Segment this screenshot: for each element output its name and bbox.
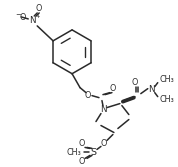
Text: CH₃: CH₃ — [67, 148, 81, 157]
Text: O: O — [110, 84, 116, 93]
Text: O: O — [85, 91, 91, 100]
Text: O: O — [79, 139, 85, 148]
Text: O: O — [35, 5, 41, 14]
Text: CH₃: CH₃ — [159, 75, 174, 84]
Text: O: O — [19, 13, 25, 22]
Text: O: O — [79, 157, 85, 166]
Text: −: − — [15, 12, 21, 18]
Text: N: N — [148, 85, 155, 94]
Text: +: + — [35, 14, 40, 19]
Text: O: O — [132, 78, 138, 87]
Text: S: S — [90, 148, 96, 157]
Text: CH₃: CH₃ — [159, 95, 174, 104]
Text: N: N — [29, 16, 35, 25]
Text: N: N — [100, 105, 106, 114]
Text: O: O — [101, 139, 107, 148]
